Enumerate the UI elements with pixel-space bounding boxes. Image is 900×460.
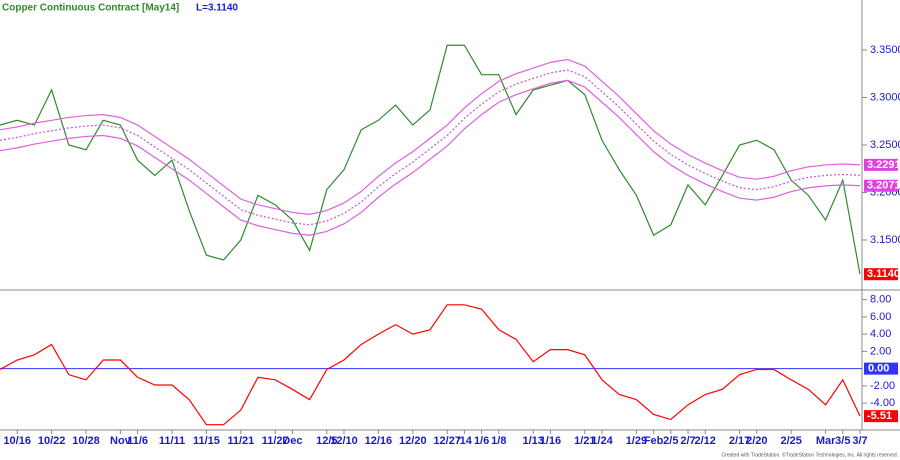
last-value-box — [864, 268, 898, 281]
y-tick-label: -4.00 — [870, 397, 895, 409]
x-tick-label: '14 — [457, 435, 473, 447]
x-tick-label: 2/7 — [680, 435, 695, 447]
reference-label: 0.00 — [868, 363, 889, 375]
x-tick-label: 1/13 — [522, 435, 543, 447]
last-value-label: 3.2291 — [867, 159, 900, 171]
last-value-box — [864, 410, 898, 423]
x-tick-label: 12/16 — [365, 435, 393, 447]
x-tick-label: 10/22 — [38, 435, 66, 447]
y-tick-label: 3.3000 — [870, 91, 900, 103]
y-tick-label: 3.1500 — [870, 234, 900, 246]
x-tick-label: 12/27 — [433, 435, 461, 447]
y-tick-label: 2.00 — [870, 345, 891, 357]
y-tick-label: 3.2500 — [870, 139, 900, 151]
x-tick-label: 11/6 — [127, 435, 148, 447]
y-tick-label: -2.00 — [870, 380, 895, 392]
x-tick-label: 10/28 — [72, 435, 100, 447]
series-line — [0, 44, 861, 275]
x-tick-label: Feb — [644, 435, 664, 447]
x-tick-label: 10/16 — [3, 435, 31, 447]
last-value-box — [864, 362, 898, 375]
x-tick-label: 1/16 — [540, 435, 561, 447]
x-tick-label: 2/20 — [746, 435, 767, 447]
x-tick-label: 1/21 — [574, 435, 595, 447]
last-value-box — [864, 179, 898, 192]
x-tick-label: 3/5 — [835, 435, 850, 447]
x-tick-label: 2/17 — [729, 435, 750, 447]
series-line — [0, 58, 861, 215]
y-tick-label: 3.3500 — [870, 44, 900, 56]
x-tick-label: 11/11 — [159, 435, 185, 447]
x-tick-label: 11/15 — [193, 435, 220, 447]
footer: Created with TradeStation. ©TradeStation… — [721, 451, 898, 458]
x-tick-label: 1/6 — [474, 435, 489, 447]
x-tick-label: 12/5 — [316, 435, 337, 447]
x-tick-label: 11/27 — [262, 435, 289, 447]
chart-subtitle: L=3.1140 — [196, 3, 238, 14]
last-value-label: -5.51 — [867, 410, 892, 422]
y-tick-label: 8.00 — [870, 294, 891, 306]
x-tick-label: 11/21 — [227, 435, 254, 447]
x-tick-label: 1/24 — [591, 435, 613, 447]
y-tick-label: 6.00 — [870, 311, 891, 323]
last-value-box — [864, 158, 898, 171]
x-tick-label: 2/12 — [694, 435, 715, 447]
y-tick-label: 4.00 — [870, 328, 891, 340]
x-tick-label: 3/7 — [852, 435, 867, 447]
series-line — [0, 69, 861, 226]
x-tick-label: 2/5 — [663, 435, 678, 447]
series-line — [0, 304, 861, 426]
x-tick-label: 1/29 — [626, 435, 647, 447]
last-value-label: 3.1140 — [867, 268, 900, 280]
last-value-label: 3.2071 — [867, 180, 900, 192]
x-tick-label: Mar — [816, 435, 836, 447]
x-tick-label: 12/20 — [399, 435, 427, 447]
series-line — [0, 79, 861, 236]
x-tick-label: 2/25 — [780, 435, 801, 447]
x-tick-label: Dec — [282, 435, 302, 447]
chart-title: Copper Continuous Contract [May14] — [2, 3, 179, 14]
x-tick-label: Nov — [110, 435, 132, 447]
x-tick-label: 1/8 — [491, 435, 506, 447]
x-tick-label: 12/10 — [330, 435, 358, 447]
